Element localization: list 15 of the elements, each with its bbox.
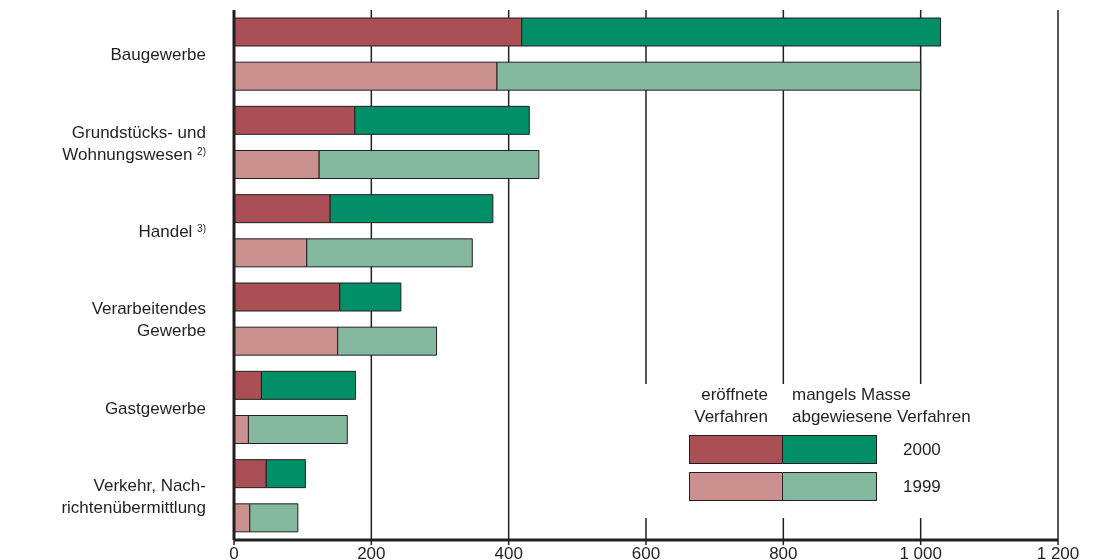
y-tick-label: Baugewerbe: [110, 45, 206, 65]
y-tick-label: Gastgewerbe: [104, 398, 206, 418]
y-tick-label: Handel $^{3)}$: [138, 221, 206, 241]
x-tick-label: 200: [357, 544, 386, 560]
x-tick-label: 800: [769, 544, 798, 560]
y-tick-label: Grundstücks- und Wohnungswesen $^{2)}$: [62, 122, 206, 164]
x-tick-label: 600: [631, 544, 661, 560]
x-tick-label: 0: [229, 544, 239, 560]
annotation: 2000: [903, 438, 941, 461]
x-tick-label: 1 000: [899, 544, 942, 560]
y-tick-label: Verarbeitendes Gewerbe: [91, 299, 206, 341]
x-tick-label: 1 200: [1036, 544, 1080, 560]
annotation: 1999: [903, 475, 941, 498]
y-tick-label: Verkehr, Nach- richtenübermittlung: [61, 475, 206, 517]
x-tick-label: 400: [494, 544, 523, 560]
